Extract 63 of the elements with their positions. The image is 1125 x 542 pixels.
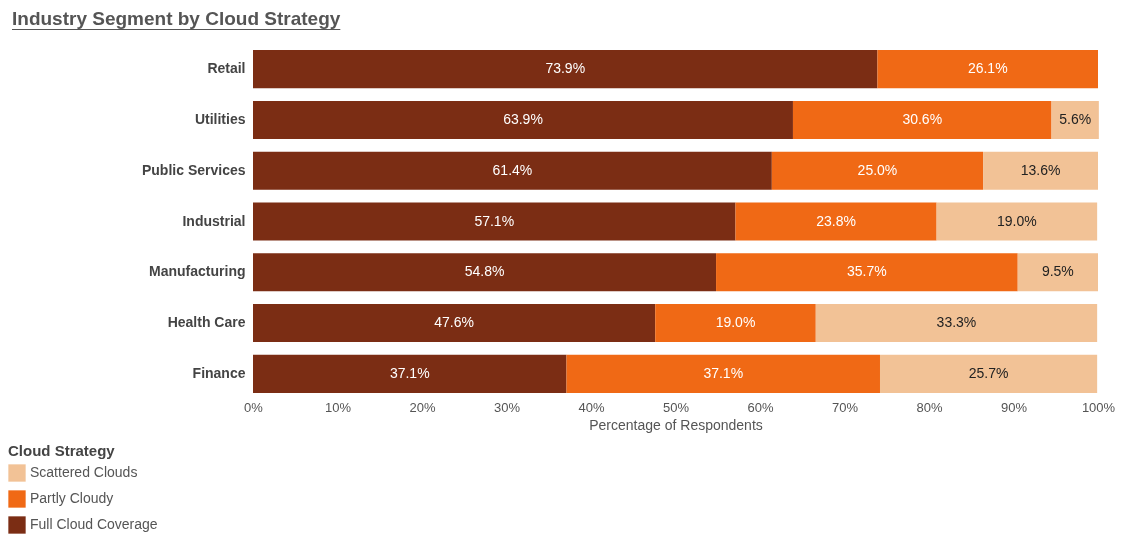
data-label: 9.5% (1041, 263, 1074, 280)
data-label: 37.1% (703, 364, 744, 381)
data-label: 23.8% (816, 212, 856, 229)
bar (815, 304, 1098, 343)
data-label: 47.6% (434, 314, 474, 331)
bar (879, 354, 1098, 393)
legend-title: Cloud Strategy (8, 442, 116, 459)
bar (253, 151, 772, 190)
legend-label: Scattered Clouds (30, 464, 138, 480)
y-tick-label: Industrial (182, 212, 246, 229)
x-tick-label: 50% (662, 399, 690, 415)
bar (716, 253, 1018, 292)
bar (792, 100, 1052, 139)
data-label: 19.0% (997, 212, 1037, 229)
bar (566, 354, 880, 393)
x-tick-label: 40% (578, 399, 605, 415)
bar (735, 202, 937, 241)
data-label: 25.0% (857, 161, 898, 178)
x-tick-label: 20% (409, 399, 436, 415)
bar (936, 202, 1098, 241)
x-tick-label: 10% (324, 399, 352, 415)
y-tick-label: Retail (207, 60, 246, 77)
legend-label: Full Cloud Coverage (30, 516, 158, 532)
data-label: 25.7% (968, 364, 1009, 381)
y-tick-label: Finance (192, 364, 246, 381)
bar (771, 151, 984, 190)
bar (983, 151, 1098, 190)
legend-label: Partly Cloudy (30, 490, 114, 506)
data-label: 63.9% (503, 110, 543, 127)
data-label: 26.1% (967, 60, 1008, 77)
chart-title: Industry Segment by Cloud Strategy (12, 8, 341, 30)
data-label: 30.6% (902, 110, 943, 127)
data-label: 73.9% (545, 60, 586, 77)
y-tick-label: Utilities (194, 110, 246, 127)
x-tick-label: 30% (493, 399, 521, 415)
bar (1017, 253, 1098, 292)
x-tick-label: 80% (916, 399, 943, 415)
y-tick-label: Health Care (167, 314, 246, 331)
bar (253, 253, 717, 292)
data-label: 33.3% (936, 314, 977, 331)
bar (655, 304, 816, 343)
y-tick-label: Manufacturing (149, 263, 246, 280)
data-label: 19.0% (715, 314, 756, 331)
data-label: 5.6% (1059, 110, 1092, 127)
data-label: 37.1% (389, 364, 430, 381)
x-tick-label: 60% (747, 399, 774, 415)
x-tick-label: 70% (831, 399, 859, 415)
x-axis-title: Percentage of Respondents (589, 416, 763, 433)
x-tick-label: 90% (1000, 399, 1028, 415)
data-label: 57.1% (474, 212, 515, 229)
bar (253, 50, 878, 89)
bar (253, 354, 567, 393)
bar (253, 202, 736, 241)
bar (253, 304, 656, 343)
x-tick-label: 0% (244, 399, 264, 415)
data-label: 54.8% (464, 263, 505, 280)
data-label: 13.6% (1020, 161, 1061, 178)
bar (877, 50, 1098, 89)
y-tick-label: Public Services (141, 161, 246, 178)
bar (253, 100, 793, 139)
data-label: 35.7% (847, 263, 887, 280)
x-tick-label: 100% (1081, 399, 1116, 415)
data-label: 61.4% (492, 161, 533, 178)
